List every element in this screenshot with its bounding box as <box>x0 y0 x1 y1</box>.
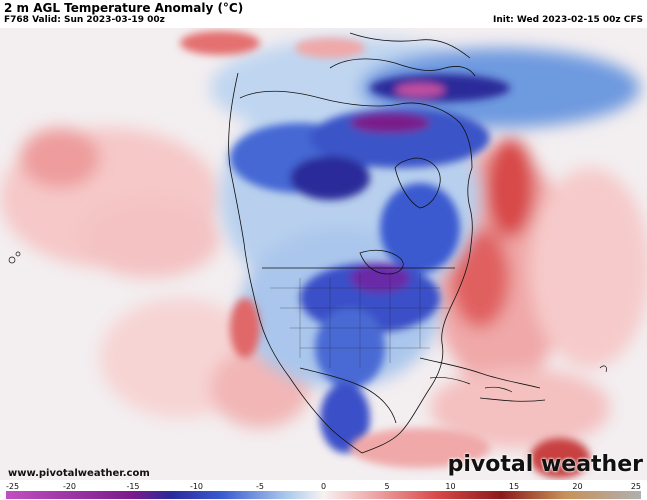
valid-time: F768 Valid: Sun 2023-03-19 00z <box>4 15 165 25</box>
colorbar-tick-label: 15 <box>509 482 519 491</box>
colorbar-tick-label: 0 <box>321 482 326 491</box>
colorbar-tick-label: 20 <box>572 482 582 491</box>
colorbar-gradient <box>6 491 641 499</box>
pacific-warm-field <box>0 128 310 428</box>
colorbar-tick-label: 5 <box>384 482 389 491</box>
map-svg <box>0 28 647 480</box>
colorbar-tick-label: 10 <box>445 482 455 491</box>
island-outlines <box>8 251 607 393</box>
arctic-warm-spots <box>180 31 590 478</box>
colorbar-tick-label: -5 <box>256 482 264 491</box>
colorbar: -25 -20 -15 -10 -5 0 5 10 15 20 25 <box>0 480 647 500</box>
colorbar-tick-label: -15 <box>126 482 139 491</box>
colorbar-tick-label: -25 <box>6 482 19 491</box>
colorbar-tick-label: -20 <box>63 482 76 491</box>
political-borders <box>270 273 450 368</box>
colorbar-tick-label: -10 <box>190 482 203 491</box>
brand-logo: pivotal weather <box>447 452 643 477</box>
init-time: Init: Wed 2023-02-15 00z CFS <box>493 15 643 25</box>
website-credit: www.pivotalweather.com <box>8 468 150 479</box>
north-america-cold-core <box>230 74 510 453</box>
coastlines <box>228 32 546 454</box>
map-title: 2 m AGL Temperature Anomaly (°C) <box>4 1 244 15</box>
anomaly-map <box>0 28 647 480</box>
colorbar-tick-label: 25 <box>631 482 641 491</box>
colorbar-svg: -25 -20 -15 -10 -5 0 5 10 15 20 25 <box>6 482 641 499</box>
header: 2 m AGL Temperature Anomaly (°C) F768 Va… <box>0 0 647 28</box>
